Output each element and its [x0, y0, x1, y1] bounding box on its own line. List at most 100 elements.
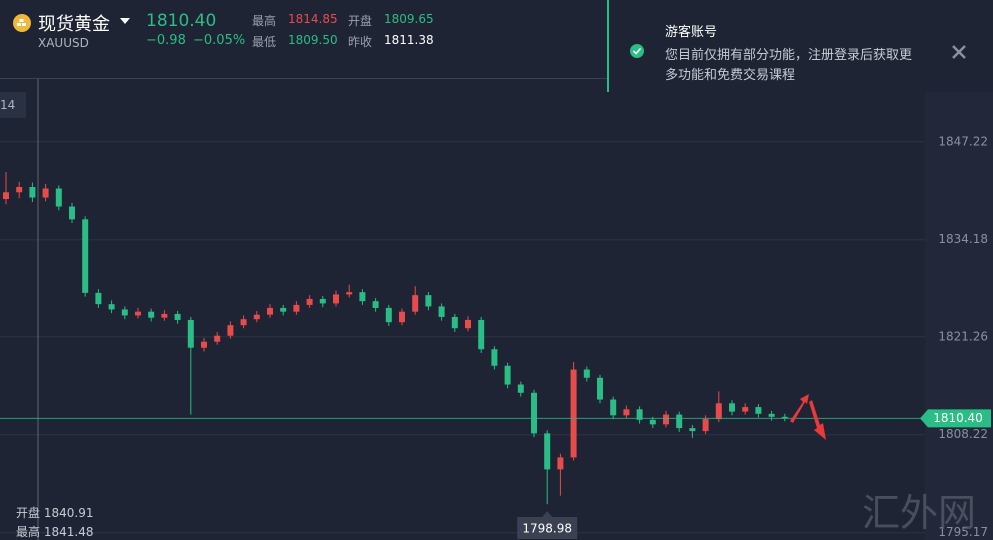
info-label: 最高 [16, 525, 41, 539]
candle-body [399, 311, 405, 323]
candle-body [135, 311, 141, 316]
info-row: 最高 1841.48 [16, 523, 93, 540]
candle-body [425, 295, 432, 307]
candle-body [742, 407, 749, 412]
candle-body [293, 304, 300, 312]
candle-body [201, 341, 207, 348]
dropdown[interactable] [120, 17, 130, 25]
candle-body [16, 187, 23, 193]
candle-body [781, 416, 788, 419]
stat-label: 开盘 [348, 14, 373, 28]
stat-label: 最高 [252, 14, 277, 28]
arrow-up [790, 394, 809, 423]
last-price-tag [920, 409, 991, 428]
candle-body [372, 301, 379, 308]
candle-body [385, 307, 392, 323]
candle-body [161, 313, 168, 318]
candle-body [689, 428, 696, 432]
candle-body [702, 419, 709, 432]
candle-body [517, 384, 524, 393]
header: 现货黄金 1810.40 XAUUSD −0.98 −0.05% 最高 1814… [0, 0, 607, 79]
candle-body [570, 369, 577, 458]
candle-body [676, 414, 683, 429]
axis-panel [925, 92, 993, 540]
candle-body [610, 399, 617, 416]
candle-body [267, 307, 273, 315]
candle-body [412, 295, 419, 312]
candle-body [280, 307, 287, 312]
candle-body [438, 306, 445, 317]
close-button[interactable] [951, 44, 967, 60]
candle-body [557, 457, 564, 470]
candle-body [649, 419, 656, 425]
stat-value: 1811.38 [384, 33, 434, 47]
stat-value: 1809.50 [288, 33, 338, 47]
instrument-name[interactable]: 现货黄金 [38, 14, 110, 35]
candle-body [451, 316, 458, 329]
candle-body [69, 206, 75, 220]
candle-body [82, 219, 89, 293]
candle-body [29, 187, 36, 198]
candle-body [227, 325, 234, 336]
last-price-label: 1810.40 [933, 411, 983, 425]
info-label: 开盘 [16, 506, 41, 520]
candle-body [148, 311, 155, 318]
notice-line: 多功能和免费交易课程 [665, 68, 796, 83]
candle-body [623, 409, 630, 416]
candle-body [583, 369, 590, 378]
candle-body [346, 292, 353, 295]
change: −0.98 [146, 33, 186, 48]
candle-body [319, 298, 326, 304]
candle-body [174, 313, 181, 320]
arrow-down [809, 400, 826, 440]
low-pointer [542, 511, 553, 517]
candle-body [333, 294, 339, 304]
stat-label: 最低 [252, 35, 277, 49]
candle-body [95, 292, 102, 305]
candle-body [42, 188, 49, 198]
candle-body [253, 314, 260, 320]
candle-body [359, 292, 366, 302]
info-value: 1840.91 [43, 506, 94, 520]
candle-body [306, 298, 313, 305]
candle-body [729, 403, 735, 412]
info-value: 1841.48 [43, 525, 94, 539]
stat-label: 昨收 [348, 35, 373, 49]
stat-value: 1814.85 [288, 12, 338, 26]
candle-body [214, 335, 221, 342]
symbol: XAUUSD [38, 36, 89, 50]
candle-body [108, 304, 115, 310]
change-pct: −0.05% [193, 33, 246, 48]
notice-title: 游客账号 [665, 25, 718, 40]
check-icon [630, 44, 644, 58]
candle-body [55, 188, 62, 207]
y-tick-label: 1795.17 [938, 525, 988, 539]
candle-body [715, 403, 722, 420]
notice: 游客账号 您目前仅拥有部分功能，注册登录后获取更 多功能和免费交易课程 [607, 0, 993, 92]
watermark: 汇外网 [862, 491, 977, 535]
candle-body [187, 319, 194, 348]
candle-body [531, 392, 537, 434]
info-row: 开盘 1840.91 [16, 504, 93, 521]
stat-value: 1809.65 [384, 12, 434, 26]
notice-line: 您目前仅拥有部分功能，注册登录后获取更 [665, 48, 913, 63]
y-tick-label: 1847.22 [938, 134, 988, 148]
candle-body [663, 414, 669, 425]
candle-body [121, 309, 128, 316]
candle-body [504, 365, 511, 385]
y-tick-label: 1808.22 [938, 427, 988, 441]
candle-body [478, 319, 485, 350]
candle-body [636, 409, 643, 420]
low-label-box [517, 517, 578, 539]
y-tick-label: 1834.18 [938, 232, 988, 246]
candle-body [491, 349, 498, 366]
candle-body [544, 433, 551, 470]
price: 1810.40 [146, 11, 217, 31]
gold-icon [13, 14, 31, 32]
candle-body [240, 319, 247, 326]
low-label: 1798.98 [522, 522, 572, 536]
corner-label: 14 [0, 92, 26, 118]
candle-body [465, 319, 471, 329]
